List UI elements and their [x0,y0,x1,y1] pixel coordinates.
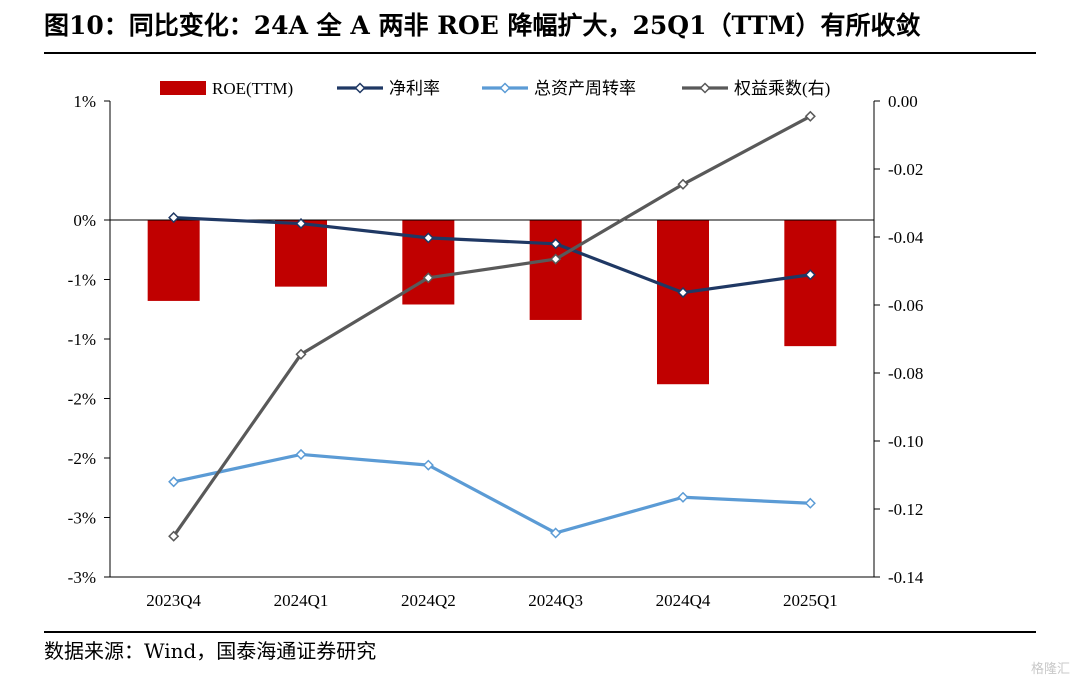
legend-label: 净利率 [389,79,440,98]
watermark-logo: 格隆汇 [1030,662,1070,677]
net-margin-point [422,232,434,244]
left-tick-label: -3% [68,509,96,528]
right-tick-label: -0.02 [888,160,923,179]
right-tick-label: -0.04 [888,228,924,247]
roe-bar [784,220,837,347]
legend-label: ROE(TTM) [212,79,293,98]
right-tick-label: -0.12 [888,500,923,519]
title-underline [44,52,1036,54]
x-tick-label: 2024Q1 [274,591,329,610]
roe-bar [657,220,709,385]
legend-swatch-roe [160,81,206,95]
source-note: 数据来源：Wind，国泰海通证券研究 [44,639,377,663]
right-tick-label: -0.08 [888,364,923,383]
asset-turnover-point [168,476,180,488]
right-tick-label: -0.14 [888,568,924,587]
roe-bar [147,220,200,301]
x-tick-label: 2024Q3 [528,591,583,610]
asset-turnover-point [804,497,816,509]
x-tick-label: 2025Q1 [783,591,838,610]
combo-chart: ROE(TTM) 净利率 总资产周转率 权益乘数(右) 1% 0% -1% -1% -2% -2… [68,79,924,610]
left-tick-label: -2% [68,390,96,409]
roe-bars [147,220,837,385]
equity-multiplier-line [172,114,812,538]
legend-marker [354,82,366,94]
equity-multiplier-point [804,110,816,122]
chart-title: 图10：同比变化：24A 全 A 两非 ROE 降幅扩大，25Q1（TTM）有所… [44,11,921,40]
net-margin-line [173,216,811,295]
x-tick-label: 2023Q4 [146,591,201,610]
left-tick-label: -2% [68,449,96,468]
legend-label: 总资产周转率 [534,79,636,98]
x-tick-label: 2024Q4 [656,591,711,610]
legend-marker [699,82,711,94]
asset-turnover-point [550,527,562,539]
left-tick-label: 0% [73,211,96,230]
left-tick-label: -1% [68,330,96,349]
asset-turnover-point [677,491,689,503]
right-tick-label: -0.10 [888,432,923,451]
equity-multiplier-point [677,178,689,190]
net-margin-point [550,238,562,250]
source-rule [44,631,1036,633]
asset-turnover-point [295,448,307,460]
roe-bar [275,220,327,287]
left-tick-label: 1% [73,92,96,111]
asset-turnover-point [422,459,434,471]
equity-multiplier-point [550,253,562,265]
line-series [168,110,816,542]
net-margin-point [168,212,180,224]
chart-legend: ROE(TTM) 净利率 总资产周转率 权益乘数(右) [160,79,830,98]
legend-marker [499,82,511,94]
left-tick-label: -3% [68,568,96,587]
chart-axes: 1% 0% -1% -1% -2% -2% -3% -3% 0.00 -0.02 -0.04 -0.0… [68,92,924,610]
net-margin-point [804,269,816,281]
net-margin-point [295,218,307,230]
x-tick-label: 2024Q2 [401,591,456,610]
asset-turnover-line [173,452,811,535]
roe-bar [529,220,582,320]
equity-multiplier-point [295,348,307,360]
equity-multiplier-point [168,530,180,542]
net-margin-point [677,287,689,299]
equity-multiplier-point [422,272,434,284]
right-tick-label: -0.06 [888,296,923,315]
left-tick-label: -1% [68,271,96,290]
right-tick-label: 0.00 [888,92,918,111]
legend-label: 权益乘数(右) [734,79,830,98]
